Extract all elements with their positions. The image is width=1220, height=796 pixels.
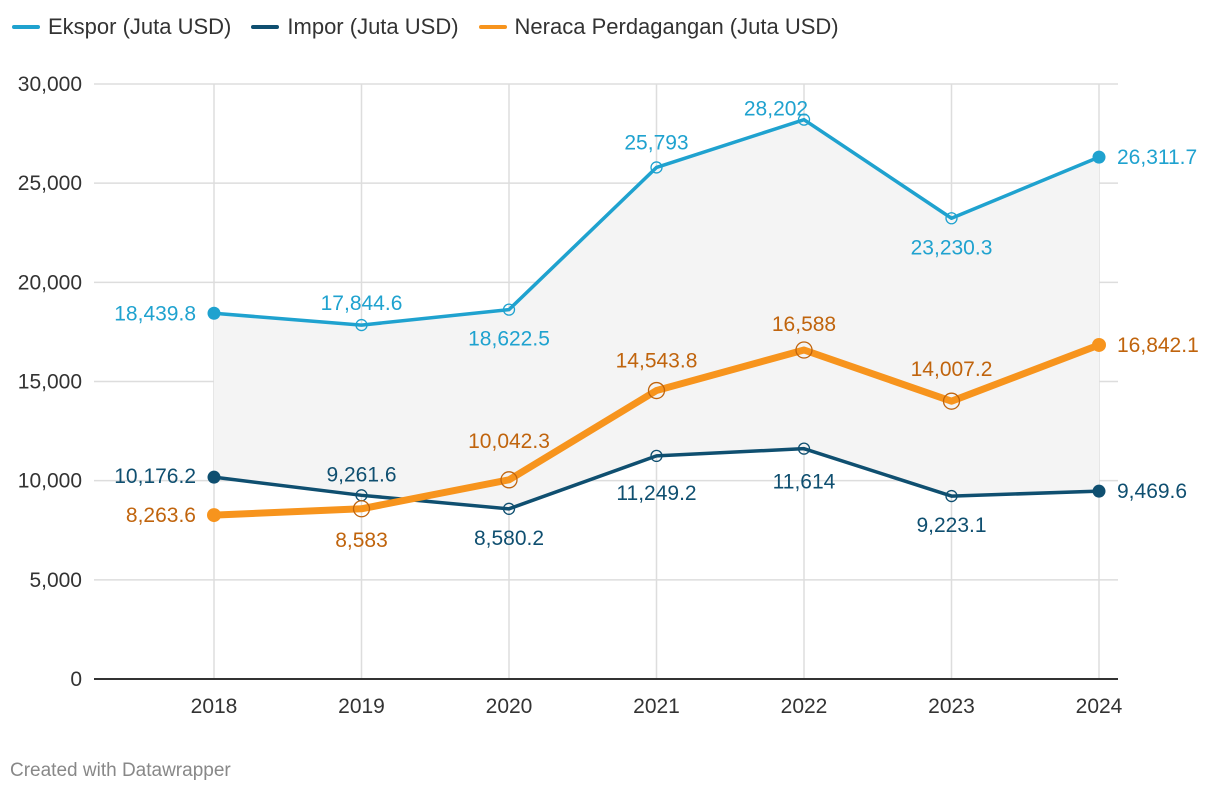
legend-swatch-neraca xyxy=(478,25,507,29)
x-tick-label: 2023 xyxy=(928,695,975,718)
x-tick-label: 2018 xyxy=(191,695,238,718)
data-label-impor: 9,469.6 xyxy=(1117,480,1187,503)
x-tick-label: 2019 xyxy=(338,695,385,718)
legend-item-impor: Impor (Juta USD) xyxy=(251,14,459,40)
point-neraca xyxy=(352,500,371,518)
data-label-ekspor: 23,230.3 xyxy=(911,236,993,259)
data-label-ekspor: 26,311.7 xyxy=(1117,146,1197,169)
data-label-impor: 11,614 xyxy=(773,471,836,494)
point-neraca xyxy=(500,471,518,489)
label-layer: 18,439.8 17,844.6 18,622.5 25,793 28,202 23,2… xyxy=(114,98,1199,552)
y-tick-label: 0 xyxy=(70,668,82,691)
data-label-neraca: 16,842.1 xyxy=(1117,334,1199,357)
point-ekspor xyxy=(502,303,516,316)
data-label-impor: 8,580.2 xyxy=(474,527,544,550)
legend-item-ekspor: Ekspor (Juta USD) xyxy=(12,14,231,40)
point-layer xyxy=(207,113,1106,523)
line-ekspor xyxy=(212,117,1101,327)
data-label-neraca: 14,007.2 xyxy=(911,358,993,381)
point-impor xyxy=(207,470,221,484)
data-label-ekspor: 18,622.5 xyxy=(468,328,550,351)
data-label-neraca: 16,588 xyxy=(772,313,836,336)
point-ekspor xyxy=(1092,150,1106,164)
data-label-impor: 9,223.1 xyxy=(916,514,986,537)
data-label-impor: 10,176.2 xyxy=(114,465,196,488)
data-label-ekspor: 17,844.6 xyxy=(321,292,403,315)
point-neraca xyxy=(647,381,666,400)
point-impor xyxy=(650,449,663,463)
line-neraca xyxy=(210,341,1103,519)
chart-legend: Ekspor (Juta USD) Impor (Juta USD) Nerac… xyxy=(12,14,839,40)
y-tick-label: 10,000 xyxy=(18,470,82,493)
y-tick-label: 20,000 xyxy=(18,271,82,294)
range-area-ekspor-impor xyxy=(214,119,1099,509)
data-label-neraca: 14,543.8 xyxy=(616,350,698,373)
data-label-neraca: 8,263.6 xyxy=(126,504,196,527)
point-neraca xyxy=(942,392,961,410)
point-ekspor xyxy=(207,306,221,320)
data-label-ekspor: 28,202 xyxy=(744,98,808,121)
line-layer xyxy=(210,117,1103,519)
y-tick-label: 30,000 xyxy=(18,73,82,96)
legend-label-ekspor: Ekspor (Juta USD) xyxy=(48,14,232,39)
data-label-impor: 11,249.2 xyxy=(616,482,696,505)
y-tick-label: 25,000 xyxy=(18,172,82,195)
y-tick-label: 15,000 xyxy=(18,371,82,394)
x-tick-label: 2022 xyxy=(781,695,828,718)
point-impor xyxy=(502,502,516,515)
point-ekspor xyxy=(945,212,958,225)
point-impor xyxy=(797,442,811,455)
point-neraca xyxy=(207,508,221,523)
point-neraca xyxy=(1092,337,1106,352)
point-ekspor xyxy=(650,161,663,174)
point-impor xyxy=(1092,484,1106,498)
footer-credit: Created with Datawrapper xyxy=(10,760,231,781)
data-label-neraca: 8,583 xyxy=(335,529,388,552)
point-ekspor xyxy=(355,318,368,332)
legend-label-neraca: Neraca Perdagangan (Juta USD) xyxy=(514,14,839,39)
point-ekspor xyxy=(797,113,811,126)
area-layer xyxy=(214,119,1099,509)
data-label-ekspor: 25,793 xyxy=(624,131,688,154)
data-label-neraca: 10,042.3 xyxy=(468,430,550,453)
data-label-ekspor: 18,439.8 xyxy=(114,302,196,325)
legend-label-impor: Impor (Juta USD) xyxy=(287,14,459,39)
x-tick-label: 2020 xyxy=(486,695,533,718)
data-label-impor: 9,261.6 xyxy=(326,463,396,486)
legend-swatch-impor xyxy=(251,25,280,29)
line-impor xyxy=(212,446,1101,511)
x-tick-label: 2024 xyxy=(1076,695,1123,718)
y-tick-label: 5,000 xyxy=(29,569,82,592)
point-neraca xyxy=(795,341,813,359)
x-tick-label: 2021 xyxy=(633,695,680,718)
legend-item-neraca: Neraca Perdagangan (Juta USD) xyxy=(478,14,839,40)
point-impor xyxy=(945,489,958,503)
legend-swatch-ekspor xyxy=(12,25,40,29)
